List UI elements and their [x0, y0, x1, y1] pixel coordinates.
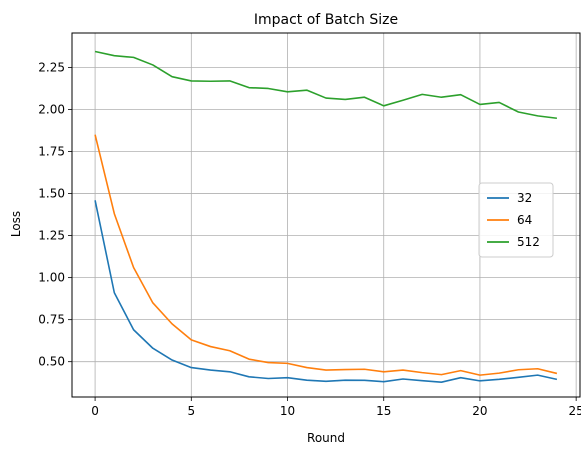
y-tick-label: 0.50: [38, 355, 65, 369]
y-tick-label: 1.00: [38, 271, 65, 285]
y-tick-label: 2.00: [38, 102, 65, 116]
y-tick-label: 0.75: [38, 313, 65, 327]
x-tick-label: 0: [91, 404, 99, 418]
y-tick-label: 1.75: [38, 145, 65, 159]
y-tick-label: 1.50: [38, 187, 65, 201]
x-tick-label: 20: [472, 404, 487, 418]
series-line-512: [94, 50, 558, 120]
y-tick-label: 2.25: [38, 60, 65, 74]
legend-label-512: 512: [517, 235, 540, 249]
chart-title: Impact of Batch Size: [254, 12, 398, 28]
ticks-layer: 0 5 10 15 20 25 0.50 0.75 1.00 1.25 1.50 1.75 2.00 2.…: [38, 60, 581, 418]
legend-label-32: 32: [517, 191, 532, 205]
y-axis-label: Loss: [9, 211, 23, 237]
x-tick-label: 5: [187, 404, 195, 418]
x-tick-label: 25: [569, 404, 581, 418]
x-tick-label: 10: [280, 404, 295, 418]
series-line-64: [94, 134, 558, 376]
legend: 32 64 512: [478, 182, 554, 258]
series-layer: [94, 50, 558, 384]
legend-label-64: 64: [517, 213, 532, 227]
plot-frame: [71, 32, 581, 398]
y-tick-label: 1.25: [38, 229, 65, 243]
legend-box: [478, 182, 554, 258]
x-axis-label: Round: [307, 431, 345, 445]
x-tick-label: 15: [376, 404, 391, 418]
series-line-32: [94, 200, 558, 384]
